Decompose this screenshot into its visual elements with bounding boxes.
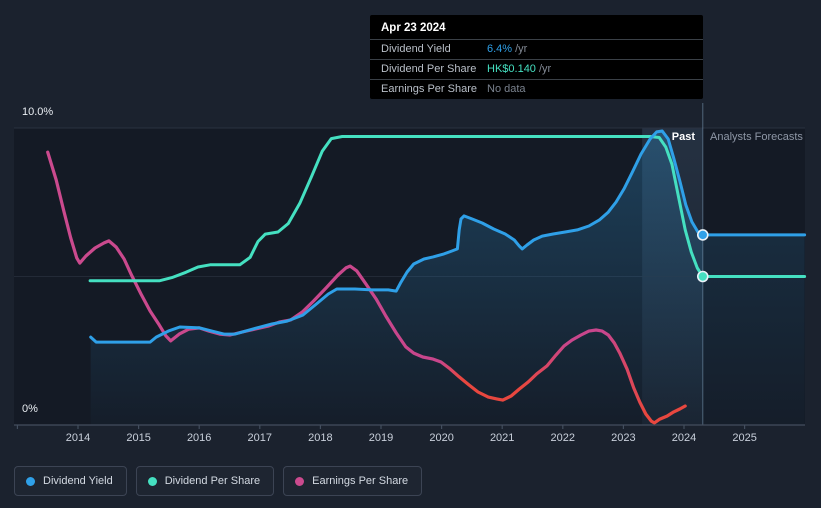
- x-axis-label-2020: 2020: [429, 432, 454, 444]
- tooltip-unit: /yr: [538, 63, 552, 75]
- tooltip-label: Dividend Yield: [381, 43, 451, 55]
- tooltip-value: No data: [487, 83, 526, 95]
- dividend-yield-current-dot[interactable]: [696, 229, 709, 241]
- past-zone-label: Past: [671, 131, 695, 143]
- dividend-per-share-current-dot[interactable]: [696, 270, 709, 283]
- y-axis-top-label: 10.0%: [22, 106, 54, 118]
- dividend-yield-area-forecast: [702, 234, 805, 425]
- tooltip-unit: /yr: [515, 43, 528, 55]
- x-axis-label-2015: 2015: [126, 432, 151, 444]
- dividend-yield-dot-icon: [26, 476, 35, 486]
- dividend-yield-area-past: [90, 131, 703, 425]
- analysts-forecasts-zone-label: Analysts Forecasts: [710, 131, 803, 143]
- x-axis-label-2025: 2025: [732, 432, 757, 444]
- earnings-per-share-line[interactable]: [46, 150, 687, 425]
- dividend-per-share-dot-icon: [147, 476, 157, 486]
- chart-legend: Dividend Yield Dividend Per Share Earnin…: [14, 466, 423, 496]
- legend-label: Earnings Per Share: [312, 475, 409, 487]
- x-axis-label-2017: 2017: [247, 432, 273, 444]
- legend-item-dividend-per-share[interactable]: Dividend Per Share: [135, 466, 275, 496]
- x-axis-label-2022: 2022: [550, 432, 576, 444]
- tooltip-value: 6.4%: [487, 43, 513, 55]
- tooltip-label: Dividend Per Share: [381, 63, 477, 75]
- dividend-per-share-line[interactable]: [88, 135, 807, 283]
- y-axis-bottom-label: 0%: [22, 403, 38, 415]
- x-axis-label-2021: 2021: [489, 432, 515, 444]
- x-axis-label-2024: 2024: [671, 432, 697, 444]
- tooltip-value: HK$0.140: [487, 63, 536, 75]
- x-axis-ticks: [16, 425, 746, 429]
- tooltip-label: Earnings Per Share: [381, 83, 477, 95]
- tooltip-row-dividend-yield: Dividend Yield 6.4% /yr: [370, 39, 703, 59]
- chart-tooltip: Apr 23 2024 Dividend Yield 6.4% /yr Divi…: [370, 15, 703, 99]
- x-axis-label-2014: 2014: [65, 432, 91, 444]
- tooltip-row-dividend-per-share: Dividend Per Share HK$0.140 /yr: [370, 59, 703, 79]
- tooltip-date: Apr 23 2024: [381, 22, 446, 34]
- dividend-yield-line[interactable]: [89, 129, 807, 344]
- tooltip-row-earnings-per-share: Earnings Per Share No data: [370, 79, 703, 99]
- legend-label: Dividend Per Share: [164, 475, 261, 487]
- x-axis-label-2019: 2019: [368, 432, 394, 444]
- legend-item-dividend-yield[interactable]: Dividend Yield: [14, 466, 127, 496]
- x-axis-label-2018: 2018: [308, 432, 333, 444]
- x-axis-label-2016: 2016: [186, 432, 212, 444]
- legend-item-earnings-per-share[interactable]: Earnings Per Share: [283, 466, 423, 496]
- legend-label: Dividend Yield: [43, 475, 113, 487]
- earnings-per-share-dot-icon: [295, 476, 305, 486]
- x-axis-label-2023: 2023: [611, 432, 636, 444]
